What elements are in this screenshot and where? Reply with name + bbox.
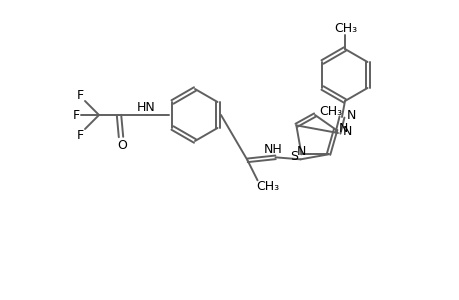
Text: N: N	[296, 145, 306, 158]
Text: CH₃: CH₃	[334, 22, 357, 34]
Text: N: N	[346, 109, 355, 122]
Text: S: S	[290, 150, 298, 163]
Text: HN: HN	[136, 100, 155, 113]
Text: O: O	[117, 139, 127, 152]
Text: F: F	[72, 109, 79, 122]
Text: N: N	[338, 122, 347, 135]
Text: F: F	[76, 88, 84, 101]
Text: CH₃: CH₃	[255, 180, 279, 193]
Text: F: F	[76, 128, 84, 142]
Text: CH₃: CH₃	[319, 104, 342, 118]
Text: N: N	[341, 124, 351, 137]
Text: NH: NH	[263, 143, 282, 156]
